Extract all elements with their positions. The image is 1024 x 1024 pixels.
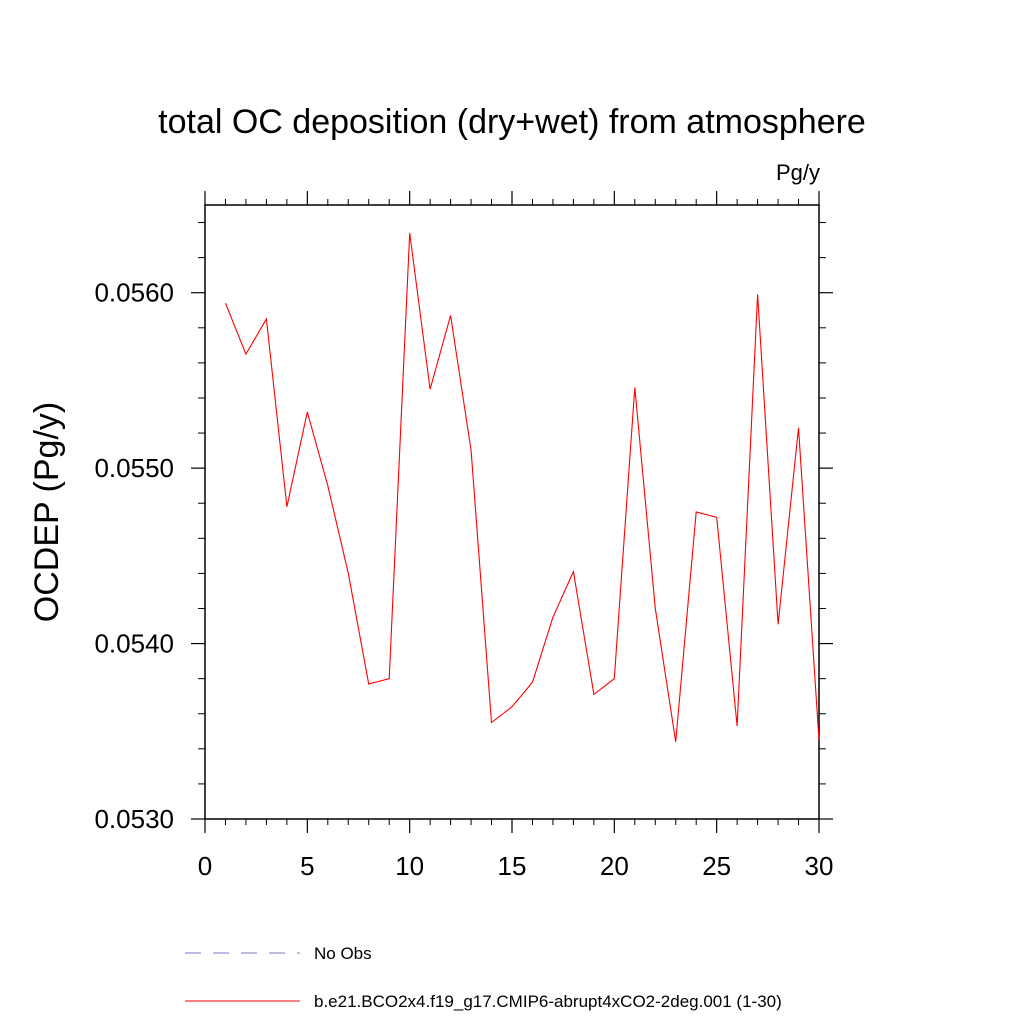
- x-tick-label: 0: [198, 851, 212, 881]
- y-tick-label: 0.0560: [94, 278, 174, 308]
- legend-label-no-obs: No Obs: [314, 944, 372, 963]
- y-tick-label: 0.0530: [94, 804, 174, 834]
- chart-title: total OC deposition (dry+wet) from atmos…: [158, 103, 866, 141]
- x-tick-label: 30: [805, 851, 834, 881]
- x-tick-label: 25: [702, 851, 731, 881]
- y-axis-label: OCDEP (Pg/y): [28, 402, 66, 622]
- x-tick-label: 15: [498, 851, 527, 881]
- axis-ticks: [191, 191, 833, 833]
- axis-tick-labels: 0 5 10 15 20 25 30 0.0530 0.0540 0.0550 0.0560: [94, 278, 833, 881]
- y-tick-label: 0.0540: [94, 629, 174, 659]
- series-layer: [224, 233, 820, 742]
- x-tick-label: 5: [300, 851, 314, 881]
- y-tick-label: 0.0550: [94, 453, 174, 483]
- units-label: Pg/y: [776, 160, 820, 185]
- series-line: [224, 233, 820, 742]
- legend-label-model: b.e21.BCO2x4.f19_g17.CMIP6-abrupt4xCO2-2…: [314, 992, 782, 1011]
- x-tick-label: 10: [395, 851, 424, 881]
- legend: No Obs b.e21.BCO2x4.f19_g17.CMIP6-abrupt…: [185, 944, 782, 1011]
- x-tick-label: 20: [600, 851, 629, 881]
- plot-frame: [204, 204, 820, 820]
